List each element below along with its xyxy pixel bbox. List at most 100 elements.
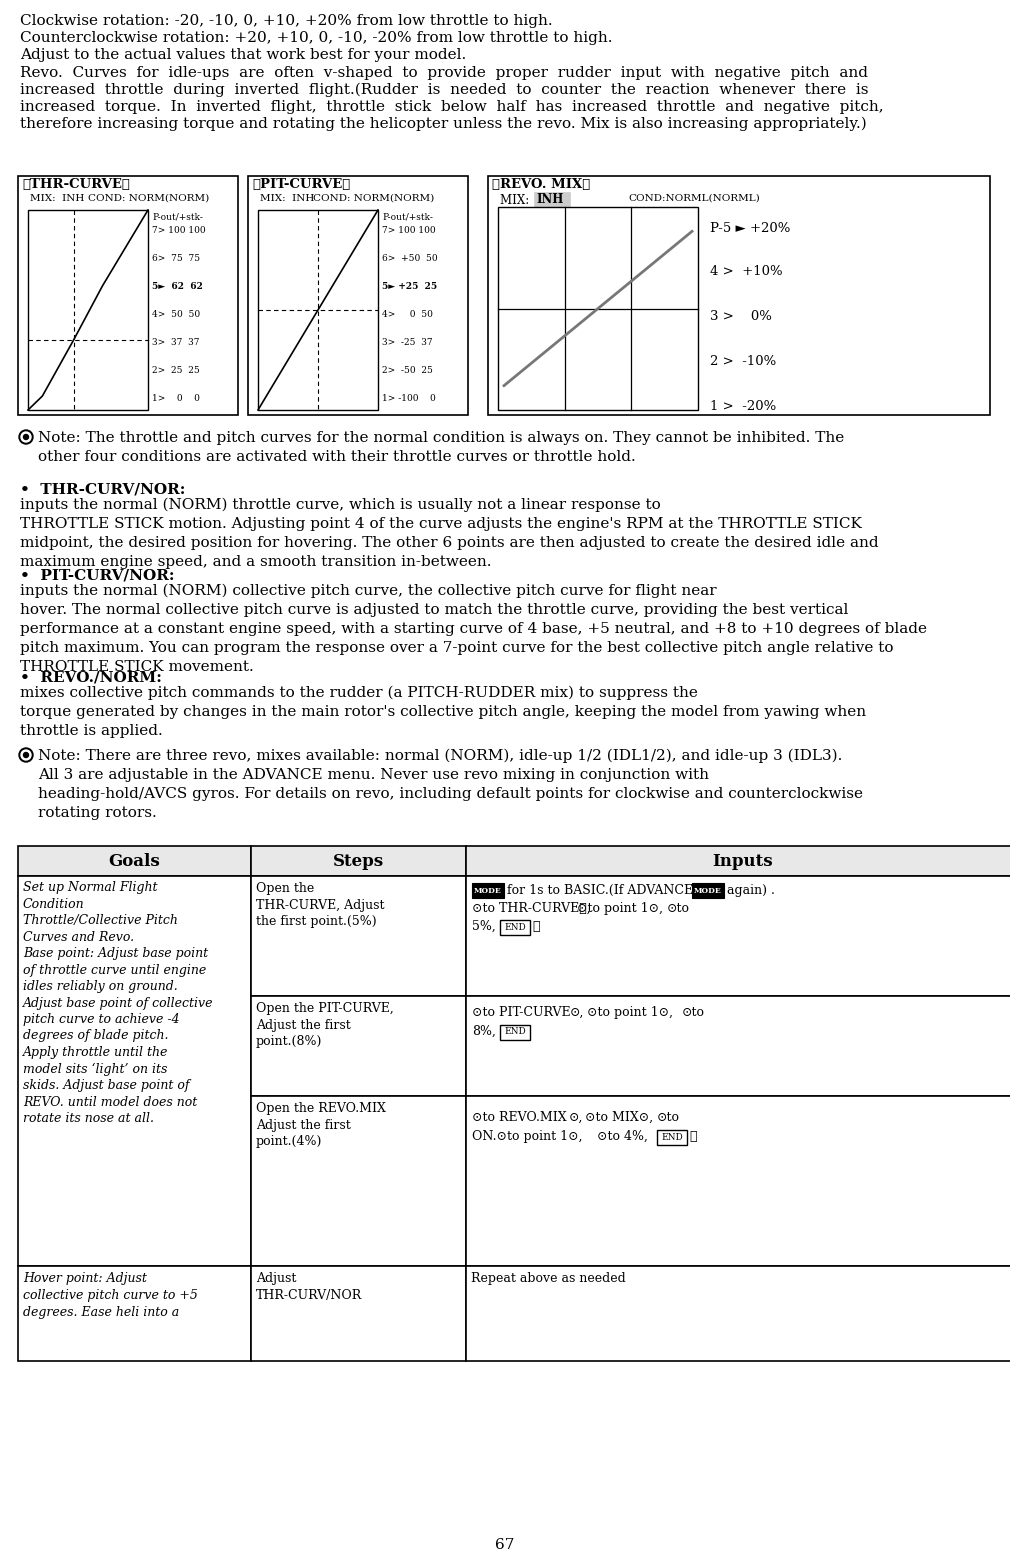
Bar [251,846,466,877]
Text: 5► +25  25: 5► +25 25 [382,282,437,291]
Text: ⊙,: ⊙, [570,1005,585,1019]
Text: MODE: MODE [474,886,502,894]
Text: ⊙to PIT-CURVE: ⊙to PIT-CURVE [472,1005,571,1019]
Bar [488,177,990,415]
Text: 6>  75  75: 6> 75 75 [152,254,200,263]
Text: 7> 100 100: 7> 100 100 [152,226,206,235]
Text: Adjust
THR-CURV/NOR: Adjust THR-CURV/NOR [256,1272,363,1303]
Text: 2>  -50  25: 2> -50 25 [382,366,433,375]
Text: END: END [662,1132,683,1142]
Text: ON.⊙to point 1⊙,: ON.⊙to point 1⊙, [472,1131,583,1143]
Text: END: END [504,923,526,931]
Text: Note: The throttle and pitch curves for the normal condition is always on. They : Note: The throttle and pitch curves for … [38,431,844,465]
Circle shape [21,432,31,441]
Text: 【REVO. MIX】: 【REVO. MIX】 [492,178,590,191]
Text: Open the
THR-CURVE, Adjust
the first point.(5%): Open the THR-CURVE, Adjust the first poi… [256,881,385,928]
Text: again) .: again) . [727,884,775,897]
Text: 4>  50  50: 4> 50 50 [152,310,200,319]
Text: 3 >    0%: 3 > 0% [710,310,772,324]
Text: 。: 。 [689,1131,697,1143]
Text: Open the REVO.MIX
Adjust the first
point.(4%): Open the REVO.MIX Adjust the first point… [256,1101,386,1148]
Bar [18,177,238,415]
Text: Open the PIT-CURVE,
Adjust the first
point.(8%): Open the PIT-CURVE, Adjust the first poi… [256,1002,394,1049]
Bar [18,877,251,1266]
Text: ⊙to 4%,: ⊙to 4%, [597,1131,647,1143]
Bar [500,1025,530,1039]
Text: ⊙to MIX⊙,: ⊙to MIX⊙, [585,1111,653,1125]
Text: ⊙to REVO.MIX: ⊙to REVO.MIX [472,1111,567,1125]
Text: 3>  -25  37: 3> -25 37 [382,338,432,347]
Circle shape [23,435,28,440]
Text: inputs the normal (NORM) throttle curve, which is usually not a linear response : inputs the normal (NORM) throttle curve,… [20,497,879,568]
Text: 1 >  -20%: 1 > -20% [710,400,777,414]
Circle shape [19,431,33,445]
Text: 2>  25  25: 2> 25 25 [152,366,200,375]
Text: Note: There are three revo, mixes available: normal (NORM), idle-up 1/2 (IDL1/2): Note: There are three revo, mixes availa… [38,750,863,821]
Text: 。: 。 [532,920,539,932]
Text: 3>  37  37: 3> 37 37 [152,338,200,347]
Bar [656,1131,687,1145]
Text: ⊙to point 1⊙,: ⊙to point 1⊙, [587,1005,673,1019]
Text: •  REVO./NORM:: • REVO./NORM: [20,671,162,685]
Text: Inputs: Inputs [713,852,774,869]
Text: COND:NORML(NORML): COND:NORML(NORML) [628,194,760,203]
Text: therefore increasing torque and rotating the helicopter unless the revo. Mix is : therefore increasing torque and rotating… [20,118,867,132]
Text: inputs the normal (NORM) collective pitch curve, the collective pitch curve for : inputs the normal (NORM) collective pitc… [20,584,927,674]
Text: 【PIT-CURVE】: 【PIT-CURVE】 [252,178,350,191]
Circle shape [19,748,33,762]
Text: 5►  62  62: 5► 62 62 [152,282,203,291]
Text: MIX:  INH: MIX: INH [260,194,314,203]
Text: P-5 ► +20%: P-5 ► +20% [710,222,791,235]
Text: Goals: Goals [109,852,161,869]
Text: increased  throttle  during  inverted  flight.(Rudder  is  needed  to  counter  : increased throttle during inverted fligh… [20,84,869,98]
Text: ⊙to: ⊙to [667,902,690,915]
Bar [251,996,466,1097]
Text: ⊙to point 1⊙,: ⊙to point 1⊙, [577,902,663,915]
Text: COND: NORM(NORM): COND: NORM(NORM) [88,194,209,203]
Circle shape [21,750,31,761]
Text: END: END [504,1027,526,1036]
Text: 6>  +50  50: 6> +50 50 [382,254,437,263]
Bar [18,1266,251,1362]
Text: ⊙,: ⊙, [569,1111,584,1125]
Bar [466,1097,1010,1266]
Text: COND: NORM(NORM): COND: NORM(NORM) [313,194,434,203]
Text: MIX:: MIX: [500,194,533,208]
Bar [466,996,1010,1097]
Text: for 1s to BASIC.(If ADVANCE: for 1s to BASIC.(If ADVANCE [507,884,693,897]
Bar [251,1266,466,1362]
Text: •  THR-CURV/NOR:: • THR-CURV/NOR: [20,482,186,496]
Bar [498,208,698,410]
Text: MODE: MODE [694,886,722,894]
Bar [251,877,466,996]
Bar [466,1266,1010,1362]
Bar [248,177,468,415]
Text: 4>     0  50: 4> 0 50 [382,310,433,319]
Text: Hover point: Adjust
collective pitch curve to +5
degrees. Ease heli into a: Hover point: Adjust collective pitch cur… [23,1272,198,1320]
Bar [534,192,570,208]
Text: 7> 100 100: 7> 100 100 [382,226,435,235]
Text: Counterclockwise rotation: +20, +10, 0, -10, -20% from low throttle to high.: Counterclockwise rotation: +20, +10, 0, … [20,31,612,45]
Bar [466,877,1010,996]
Text: increased  torque.  In  inverted  flight,  throttle  stick  below  half  has  in: increased torque. In inverted flight, th… [20,101,884,115]
Text: ⊙to: ⊙to [682,1005,705,1019]
Bar [251,1097,466,1266]
Bar [258,211,378,410]
Text: ⊙to THR-CURVE，,: ⊙to THR-CURVE，, [472,902,591,915]
Text: 4 >  +10%: 4 > +10% [710,265,783,277]
Bar [472,883,504,898]
Text: mixes collective pitch commands to the rudder (a PITCH-RUDDER mix) to suppress t: mixes collective pitch commands to the r… [20,686,867,739]
Text: Steps: Steps [333,852,384,869]
Text: P-out/+stk-: P-out/+stk- [382,212,433,222]
Bar [28,211,148,410]
Text: Repeat above as needed: Repeat above as needed [471,1272,626,1286]
Text: 8%,: 8%, [472,1025,496,1038]
Text: Revo.  Curves  for  idle-ups  are  often  v-shaped  to  provide  proper  rudder : Revo. Curves for idle-ups are often v-sh… [20,67,868,81]
Text: Set up Normal Flight
Condition
Throttle/Collective Pitch
Curves and Revo.
Base p: Set up Normal Flight Condition Throttle/… [23,881,213,1125]
Text: ⊙to: ⊙to [656,1111,680,1125]
Text: Adjust to the actual values that work best for your model.: Adjust to the actual values that work be… [20,48,467,62]
Bar [500,920,530,936]
Text: 2 >  -10%: 2 > -10% [710,355,777,369]
Text: P-out/+stk-: P-out/+stk- [152,212,203,222]
Text: INH: INH [536,194,564,206]
